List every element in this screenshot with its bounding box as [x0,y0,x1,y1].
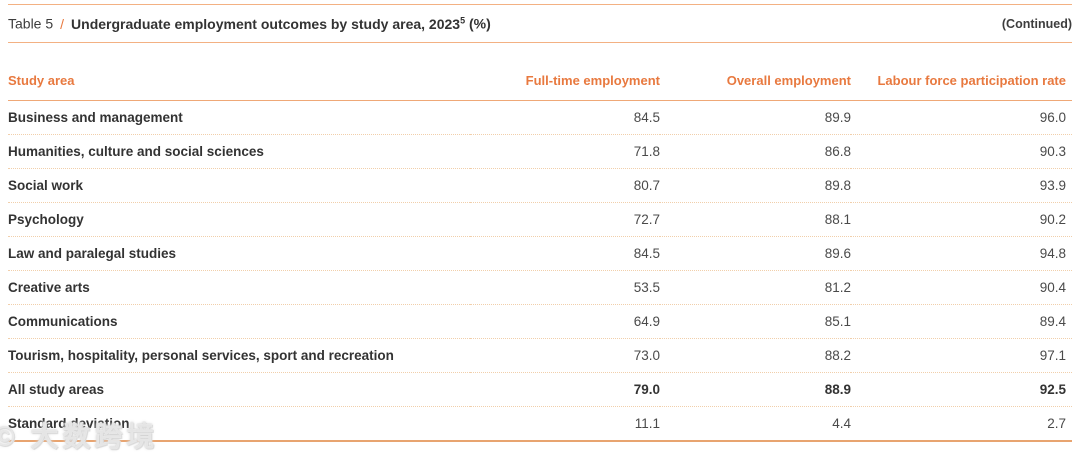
overall-value: 88.1 [660,202,851,237]
table-row: Tourism, hospitality, personal services,… [8,338,1072,373]
full-time-value: 53.5 [470,270,660,305]
labour-force-value: 94.8 [851,236,1072,271]
column-header-study-area: Study area [8,43,470,101]
overall-value: 88.2 [660,338,851,373]
full-time-value: 71.8 [470,134,660,169]
overall-value: 86.8 [660,134,851,169]
overall-value: 81.2 [660,270,851,305]
table-row: Humanities, culture and social sciences … [8,134,1072,169]
table-header-row: Study area Full-time employment Overall … [8,43,1072,101]
table-row: Creative arts 53.5 81.2 90.4 [8,270,1072,305]
table-row: Social work 80.7 89.8 93.9 [8,168,1072,203]
title-divider-slash: / [60,15,65,32]
labour-force-value: 89.4 [851,304,1072,339]
table-row: Communications 64.9 85.1 89.4 [8,304,1072,339]
overall-value: 89.9 [660,100,851,135]
table-row: Psychology 72.7 88.1 90.2 [8,202,1072,237]
table-row-all-study-areas: All study areas 79.0 88.9 92.5 [8,372,1072,407]
labour-force-value: 90.2 [851,202,1072,237]
column-header-overall-employment: Overall employment [660,43,851,101]
labour-force-value: 90.4 [851,270,1072,305]
table-title: Table 5 / Undergraduate employment outcome… [8,15,491,32]
full-time-value: 64.9 [470,304,660,339]
labour-force-value: 93.9 [851,168,1072,203]
row-label: Business and management [8,100,470,135]
overall-value: 4.4 [660,406,851,442]
table-row: Business and management 84.5 89.9 96.0 [8,100,1072,135]
row-label: Psychology [8,202,470,237]
employment-outcomes-table: Study area Full-time employment Overall … [8,43,1072,442]
table-number-label: Table 5 [8,15,54,32]
row-label: Communications [8,304,470,339]
row-label: Tourism, hospitality, personal services,… [8,338,470,373]
table-container: Table 5 / Undergraduate employment outcome… [8,4,1072,442]
table-row: Law and paralegal studies 84.5 89.6 94.8 [8,236,1072,271]
table-title-bar: Table 5 / Undergraduate employment outcome… [8,4,1072,43]
row-label: Social work [8,168,470,203]
column-header-labour-force-participation: Labour force participation rate [851,43,1072,101]
labour-force-value: 97.1 [851,338,1072,373]
full-time-value: 84.5 [470,100,660,135]
labour-force-value: 90.3 [851,134,1072,169]
table-title-text: Undergraduate employment outcomes by stu… [71,15,466,32]
labour-force-value: 96.0 [851,100,1072,135]
overall-value: 85.1 [660,304,851,339]
row-label: Creative arts [8,270,470,305]
labour-force-value: 2.7 [851,406,1072,442]
full-time-value: 79.0 [470,372,660,407]
overall-value: 89.8 [660,168,851,203]
column-header-full-time-employment: Full-time employment [470,43,660,101]
full-time-value: 73.0 [470,338,660,373]
row-label: Law and paralegal studies [8,236,470,271]
overall-value: 89.6 [660,236,851,271]
row-label: Standard deviation [8,406,470,442]
row-label: Humanities, culture and social sciences [8,134,470,169]
full-time-value: 84.5 [470,236,660,271]
continued-note: (Continued) [1001,16,1072,31]
title-footnote-superscript: 5 [460,15,466,26]
overall-value: 88.9 [660,372,851,407]
row-label: All study areas [8,372,470,407]
table-row-standard-deviation: Standard deviation 11.1 4.4 2.7 [8,406,1072,442]
full-time-value: 11.1 [470,406,660,442]
full-time-value: 80.7 [470,168,660,203]
table-title-main-text: Undergraduate employment outcomes by stu… [71,15,461,32]
full-time-value: 72.7 [470,202,660,237]
title-unit-label: (%) [468,15,491,32]
labour-force-value: 92.5 [851,372,1072,407]
